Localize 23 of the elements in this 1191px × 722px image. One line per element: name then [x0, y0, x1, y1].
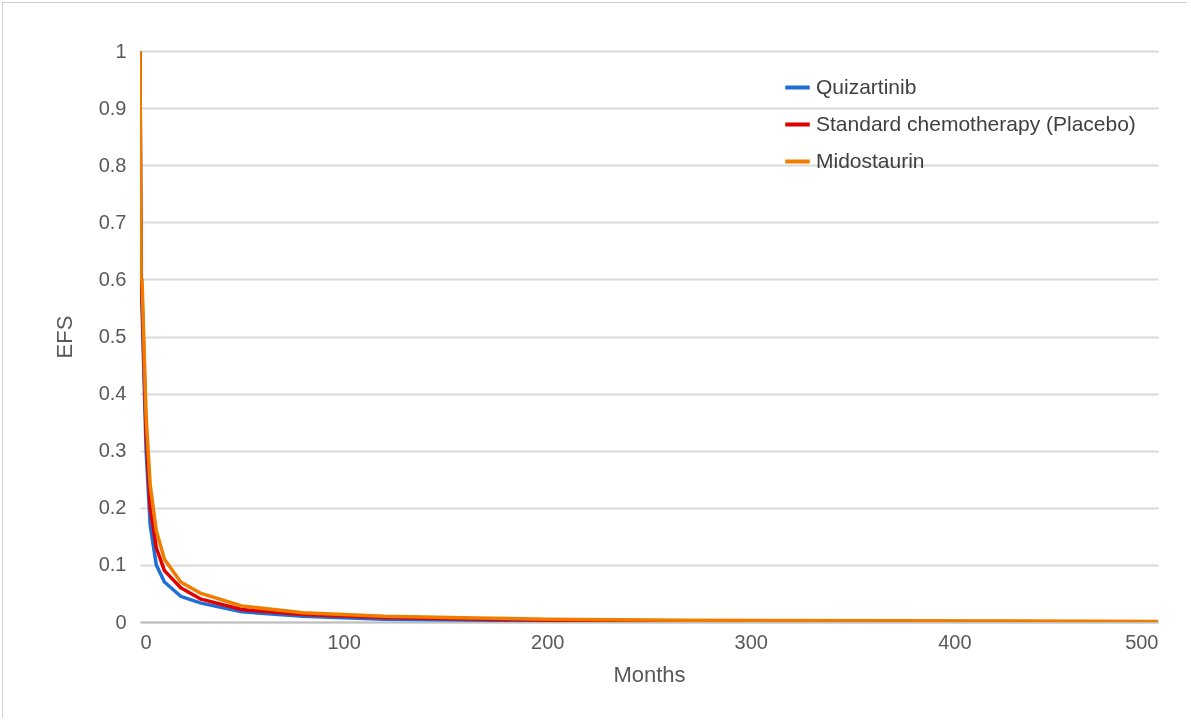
y-tick-label: 0.3	[98, 439, 127, 462]
x-tick-label: 0	[140, 630, 152, 653]
y-tick-label: 0	[115, 610, 127, 633]
x-tick-label: 200	[531, 630, 565, 653]
y-tick-label: 0.9	[98, 96, 127, 119]
legend-label: Standard chemotherapy (Placebo)	[816, 111, 1136, 135]
legend-label: Quizartinib	[816, 74, 917, 98]
y-tick-label: 0.1	[98, 553, 127, 576]
x-tick-label: 300	[734, 630, 768, 653]
y-tick-label: 0.2	[98, 496, 127, 519]
legend-label: Midostaurin	[816, 148, 925, 172]
y-tick-label: 0.5	[98, 325, 127, 347]
x-axis-title: Months	[613, 661, 686, 687]
x-tick-label: 400	[938, 630, 972, 653]
x-tick-label: 500	[1125, 630, 1159, 653]
x-tick-label: 100	[327, 630, 361, 653]
y-tick-label: 1	[115, 39, 127, 62]
y-tick-label: 0.4	[98, 382, 127, 405]
y-tick-label: 0.8	[98, 153, 127, 176]
y-tick-label: 0.6	[98, 267, 127, 290]
y-tick-label: 0.7	[98, 210, 127, 233]
line-series	[140, 51, 1158, 622]
y-axis-title: EFS	[51, 315, 77, 359]
